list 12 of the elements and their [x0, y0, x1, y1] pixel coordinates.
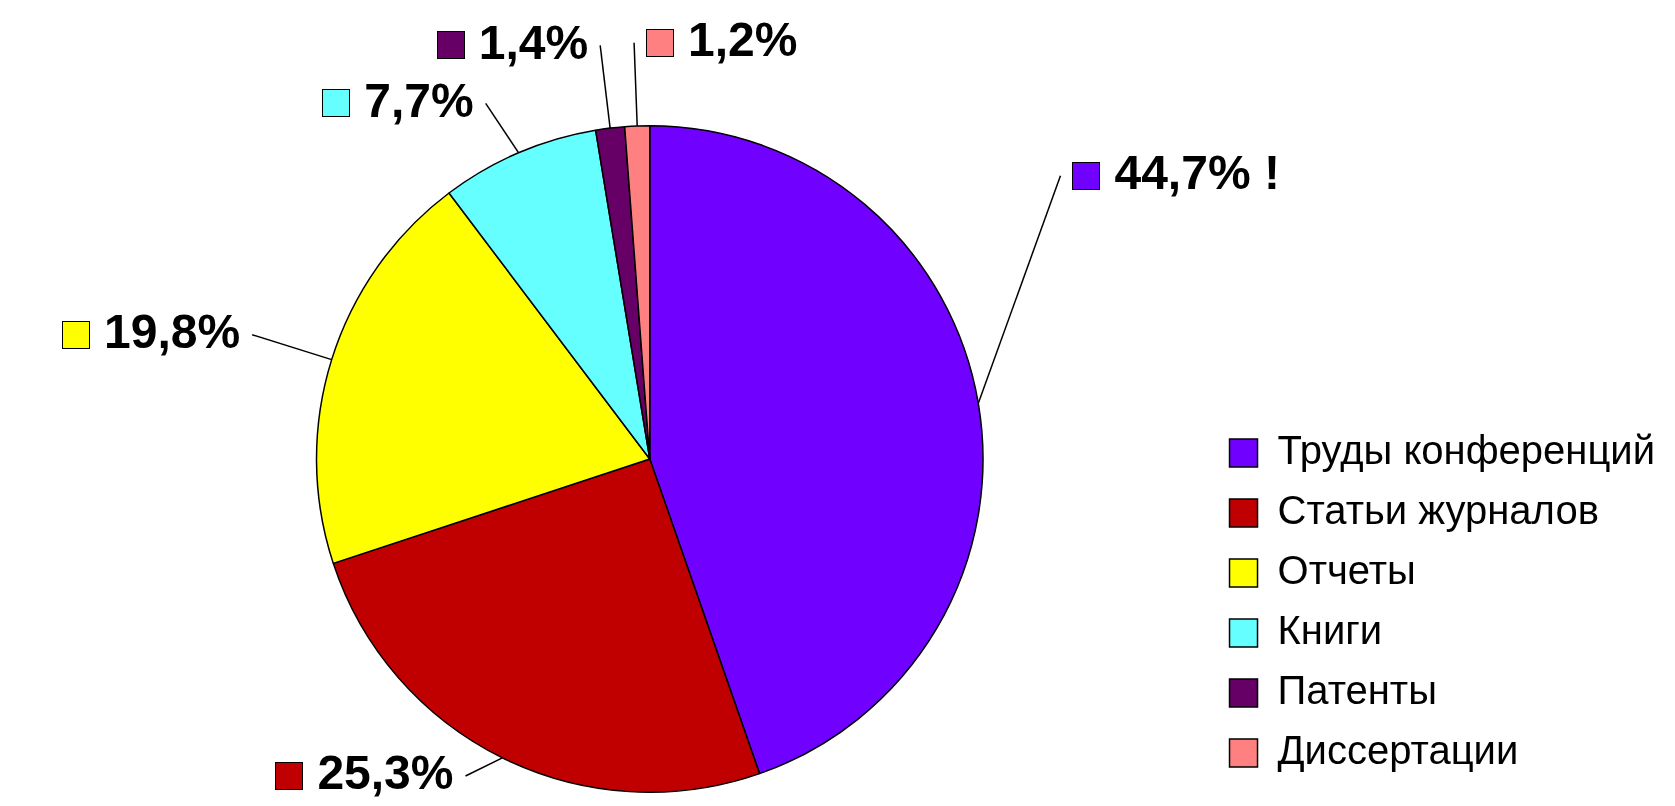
legend-label: Труды конференций	[1277, 428, 1655, 473]
legend-label: Отчеты	[1277, 548, 1416, 593]
data-label: 25,3%	[317, 746, 454, 800]
legend-label: Диссертации	[1277, 728, 1519, 773]
legend-label: Статьи журналов	[1277, 488, 1599, 533]
data-label: 7,7%	[364, 73, 474, 127]
data-label: 44,7% !	[1114, 145, 1280, 199]
legend-label: Книги	[1277, 608, 1383, 653]
data-label: 19,8%	[104, 304, 241, 358]
legend-label: Патенты	[1277, 668, 1437, 713]
data-label: 1,4%	[478, 15, 589, 69]
data-label: 1,2%	[688, 12, 798, 66]
